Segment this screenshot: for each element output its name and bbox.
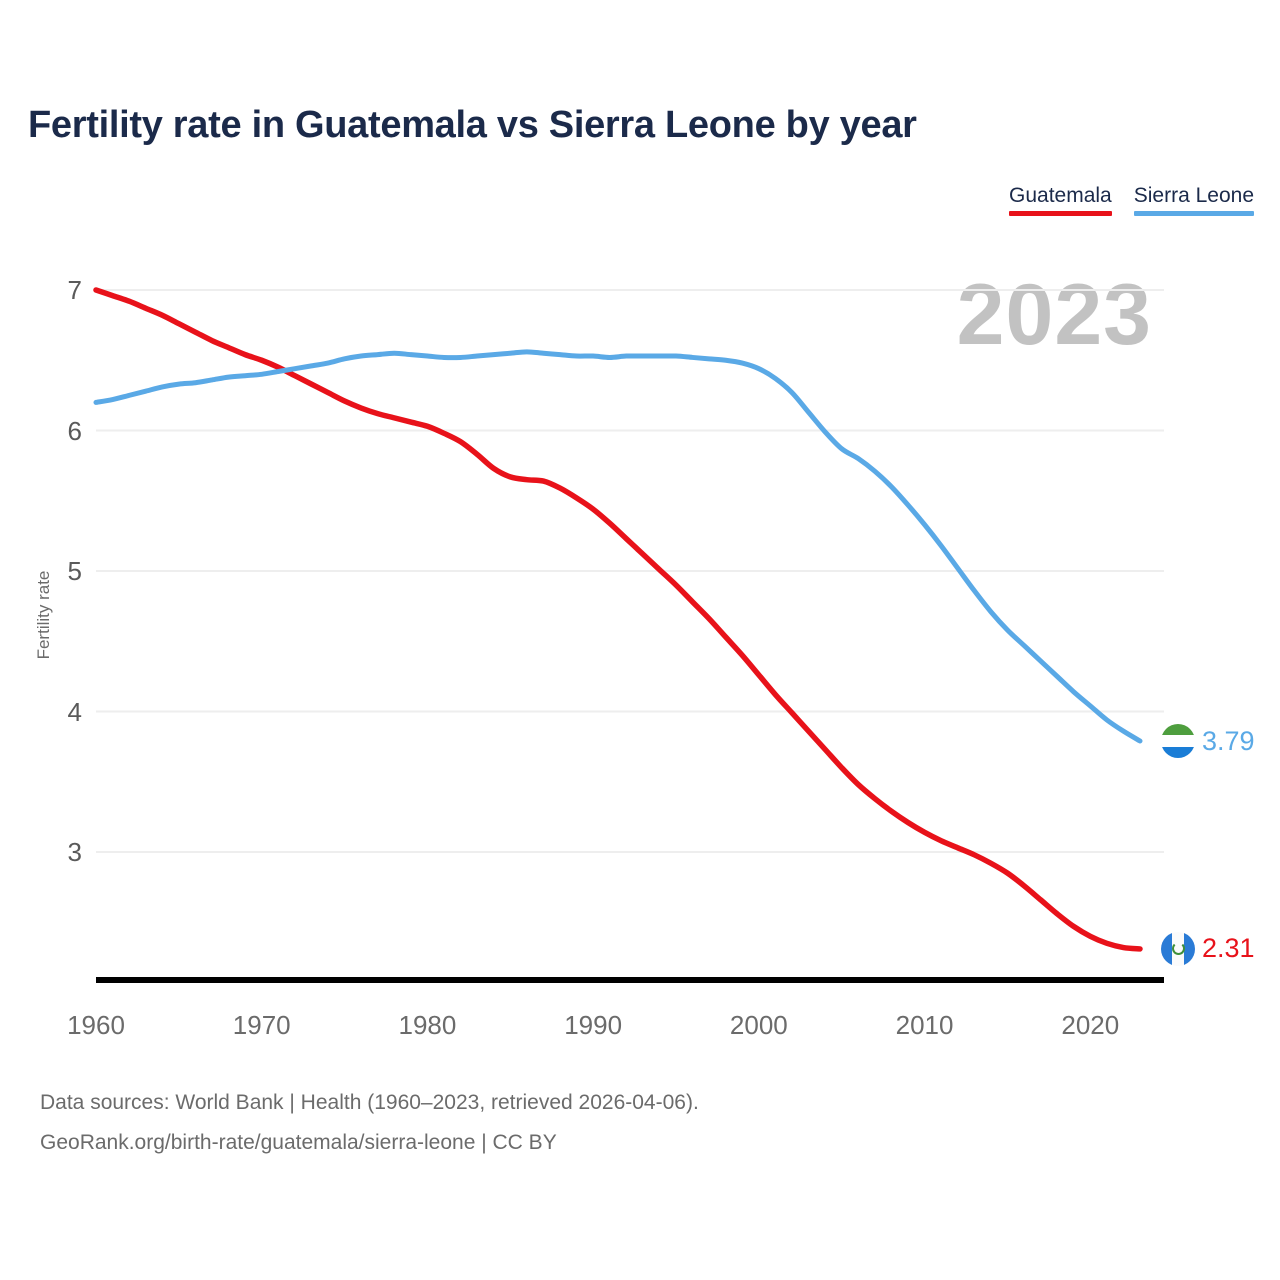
- series-line-sierra-leone: [93, 349, 1143, 744]
- endpoint-value-guatemala: 2.31: [1202, 933, 1255, 964]
- x-tick-label: 2020: [1061, 1010, 1120, 1040]
- footer-data-sources: Data sources: World Bank | Health (1960–…: [40, 1091, 699, 1114]
- y-tick-label: 6: [67, 415, 82, 446]
- y-axis-title: Fertility rate: [34, 570, 53, 660]
- page-title: Fertility rate in Guatemala vs Sierra Le…: [28, 104, 917, 146]
- year-watermark: 2023: [956, 267, 1152, 363]
- legend-label-sierra-leone: Sierra Leone: [1133, 184, 1254, 207]
- guatemala-flag-icon: [1161, 931, 1195, 966]
- legend-item-sierra-leone[interactable]: Sierra Leone: [1133, 183, 1254, 216]
- gridlines: [96, 289, 1164, 853]
- endpoint-label-sierra-leone: 3.79: [1161, 724, 1255, 758]
- footer-credits: Data sources: World Bank | Health (1960–…: [40, 1083, 699, 1163]
- series-line-guatemala: [93, 287, 1143, 952]
- legend-color-swatch-guatemala: [1009, 211, 1112, 216]
- sierra-leone-flag-icon: [1161, 724, 1195, 758]
- x-tick-label: 2000: [729, 1010, 788, 1040]
- x-tick-label: 1980: [398, 1010, 457, 1040]
- y-tick-label: 5: [67, 556, 82, 586]
- chart-legend: Guatemala Sierra Leone: [1009, 183, 1254, 216]
- endpoint-label-guatemala: 2.31: [1161, 931, 1255, 966]
- y-tick-label: 7: [67, 275, 82, 305]
- y-tick-label: 3: [67, 837, 82, 867]
- footer-attribution: GeoRank.org/birth-rate/guatemala/sierra-…: [40, 1131, 557, 1154]
- x-tick-label: 1990: [564, 1010, 623, 1040]
- x-tick-label: 1960: [67, 1010, 125, 1040]
- series-lines: [93, 287, 1143, 952]
- legend-label-guatemala: Guatemala: [1009, 184, 1112, 207]
- x-tick-label: 2010: [895, 1010, 954, 1040]
- endpoint-value-sierra-leone: 3.79: [1202, 725, 1255, 756]
- y-tick-label: 4: [67, 696, 82, 727]
- legend-item-guatemala[interactable]: Guatemala: [1009, 183, 1112, 216]
- legend-color-swatch-sierra-leone: [1133, 211, 1254, 216]
- x-tick-label: 1970: [232, 1010, 291, 1040]
